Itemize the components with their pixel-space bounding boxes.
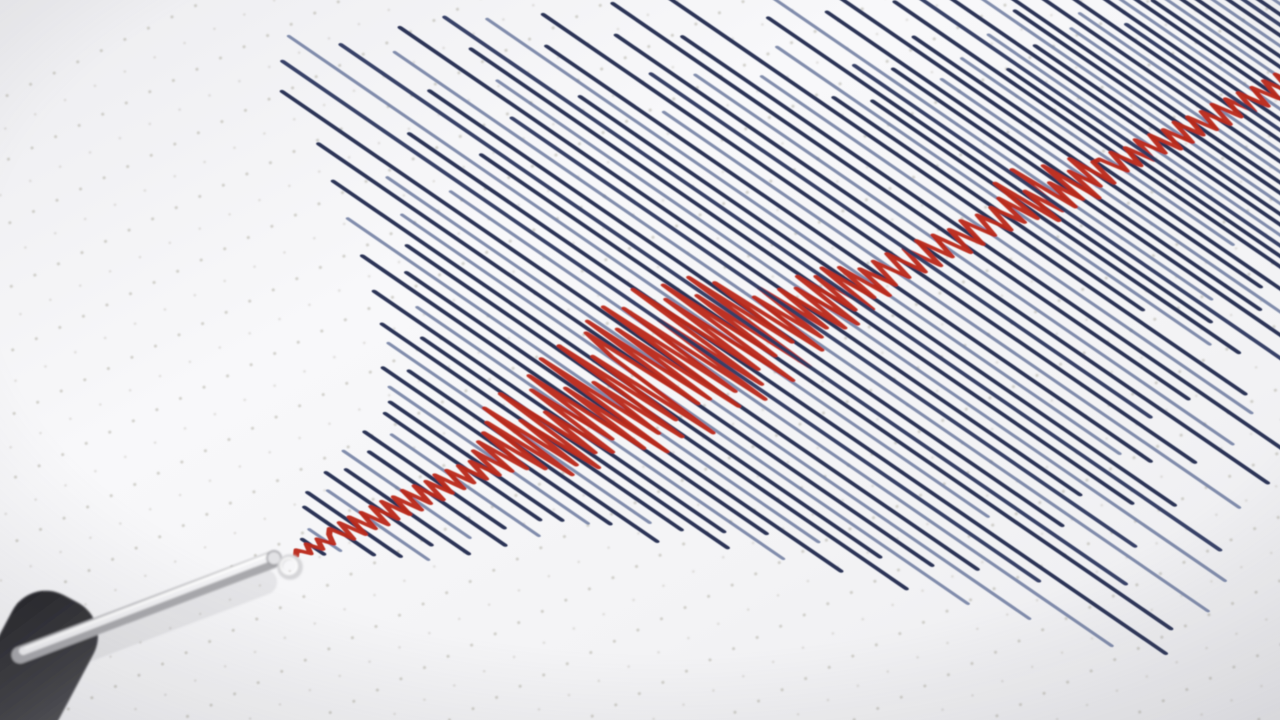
seismograph-scene xyxy=(0,0,1280,720)
photo-vignette xyxy=(0,0,1280,720)
seismograph-photo xyxy=(0,0,1280,720)
